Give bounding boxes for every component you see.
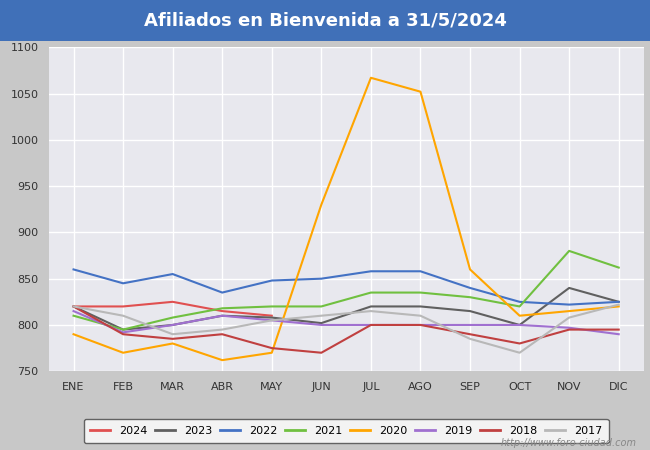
Text: Afiliados en Bienvenida a 31/5/2024: Afiliados en Bienvenida a 31/5/2024 (144, 11, 506, 29)
Text: http://www.foro-ciudad.com: http://www.foro-ciudad.com (501, 438, 637, 448)
Legend: 2024, 2023, 2022, 2021, 2020, 2019, 2018, 2017: 2024, 2023, 2022, 2021, 2020, 2019, 2018… (84, 419, 608, 443)
